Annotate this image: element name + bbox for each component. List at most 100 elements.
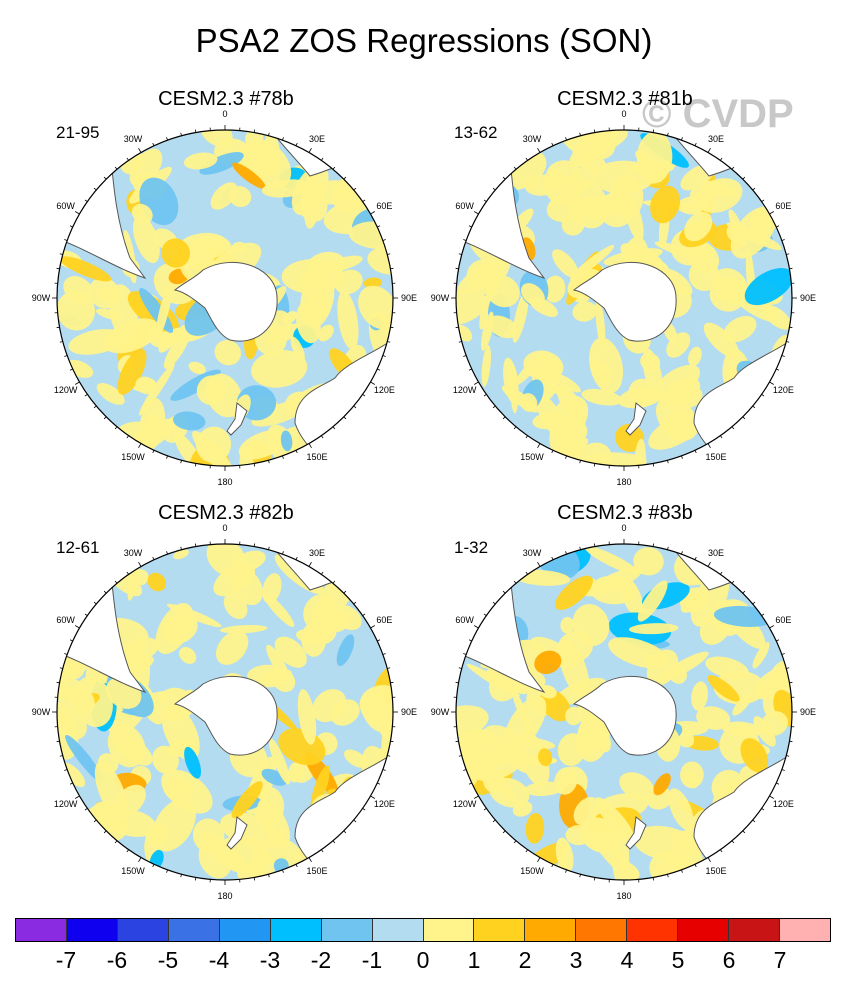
- lon-label: 120W: [53, 385, 78, 395]
- colorbar-label: 6: [722, 947, 736, 973]
- antarctica-land: [572, 261, 677, 342]
- lon-label: 60E: [775, 615, 792, 625]
- colorbar-box-15: [779, 919, 830, 941]
- colorbar-label: -2: [310, 947, 332, 973]
- colorbar-label: 3: [569, 947, 583, 973]
- antarctica-land: [572, 675, 677, 756]
- antarctica-land: [173, 261, 278, 342]
- colorbar-label: 1: [467, 947, 481, 973]
- lon-label: 30E: [707, 133, 725, 144]
- colorbar-box-8: [422, 919, 474, 941]
- colorbar-box-3: [167, 919, 219, 941]
- lon-label: 150W: [520, 452, 544, 463]
- cvdp-watermark: © CVDP: [642, 92, 794, 136]
- panel-title-81b: CESM2.3 #81b: [557, 88, 693, 110]
- lon-label: 180: [217, 477, 233, 487]
- colorbar-box-13: [677, 919, 729, 941]
- colorbar-box-9: [473, 919, 525, 941]
- lon-label: 0: [222, 523, 228, 533]
- lon-label: 180: [616, 891, 632, 901]
- lon-label: 60E: [376, 615, 393, 625]
- lon-label: 90W: [430, 707, 450, 717]
- new-zealand-land: [625, 816, 647, 850]
- lon-label: 30W: [123, 547, 143, 558]
- lon-label: 120E: [772, 799, 794, 809]
- colorbar-box-2: [116, 919, 168, 941]
- lon-label: 150E: [306, 866, 328, 877]
- map-field-2: [57, 544, 393, 880]
- lon-label: 120W: [452, 799, 477, 809]
- lon-label: 30E: [308, 547, 326, 558]
- panel-title-83b: CESM2.3 #83b: [557, 502, 693, 524]
- colorbar-label: -6: [106, 947, 128, 973]
- lon-label: 0: [621, 109, 627, 119]
- lon-label: 30W: [522, 547, 542, 558]
- panel-period-82b: 12-61: [56, 538, 100, 557]
- lon-label: 30W: [522, 133, 542, 144]
- panel-title-82b: CESM2.3 #82b: [158, 502, 294, 524]
- panel-period-83b: 1-32: [454, 538, 489, 557]
- figure-title: PSA2 ZOS Regressions (SON): [195, 22, 653, 59]
- lon-label: 90E: [400, 293, 418, 303]
- lon-label: 150E: [705, 866, 727, 877]
- lon-label: 0: [222, 109, 228, 119]
- lon-label: 150E: [306, 452, 328, 463]
- colorbar-label: 5: [671, 947, 685, 973]
- colorbar-box-5: [269, 919, 321, 941]
- lon-label: 120E: [772, 385, 794, 395]
- lon-label: 90E: [400, 707, 418, 717]
- colorbar-box-11: [575, 919, 627, 941]
- colorbar-label: -4: [208, 947, 230, 973]
- colorbar-label: -3: [259, 947, 281, 973]
- lon-label: 120E: [373, 385, 395, 395]
- map-field-1: [456, 130, 792, 466]
- lon-label: 150W: [520, 866, 544, 877]
- colorbar-label: 7: [773, 947, 787, 973]
- lon-label: 90W: [31, 293, 51, 303]
- antarctica-land: [173, 675, 278, 756]
- colorbar-box-1: [65, 919, 117, 941]
- colorbar-label: 4: [620, 947, 634, 973]
- colorbar-box-4: [218, 919, 270, 941]
- lon-label: 90E: [799, 293, 817, 303]
- colorbar-label: -5: [157, 947, 179, 973]
- lon-label: 30W: [123, 133, 143, 144]
- lon-label: 90W: [430, 293, 450, 303]
- colorbar-label: 0: [416, 947, 430, 973]
- lon-label: 120W: [452, 385, 477, 395]
- colorbar-box-14: [728, 919, 780, 941]
- colorbar-box-10: [524, 919, 576, 941]
- map-field-3: [456, 544, 792, 880]
- lon-label: 150W: [121, 452, 145, 463]
- lon-label: 60E: [775, 201, 792, 211]
- lon-label: 150W: [121, 866, 145, 877]
- lon-label: 150E: [705, 452, 727, 463]
- new-zealand-land: [226, 816, 248, 850]
- lon-label: 0: [621, 523, 627, 533]
- colorbar-label: -7: [55, 947, 77, 973]
- colorbar-box-6: [320, 919, 372, 941]
- panel-period-78b: 21-95: [56, 123, 100, 142]
- colorbar-box-0: [16, 919, 66, 941]
- colorbar-box-7: [371, 919, 423, 941]
- lon-label: 60E: [376, 201, 393, 211]
- colorbar-box-12: [626, 919, 678, 941]
- lon-label: 180: [616, 477, 632, 487]
- lon-label: 30E: [308, 133, 326, 144]
- lon-label: 90E: [799, 707, 817, 717]
- lon-label: 60W: [56, 201, 75, 211]
- colorbar-label: 2: [518, 947, 532, 973]
- panel-period-81b: 13-62: [454, 123, 498, 142]
- lon-label: 60W: [455, 615, 474, 625]
- new-zealand-land: [226, 402, 248, 436]
- lon-label: 90W: [31, 707, 51, 717]
- colorbar: [15, 918, 831, 942]
- lon-label: 120W: [53, 799, 78, 809]
- colorbar-label: -1: [361, 947, 383, 973]
- new-zealand-land: [625, 402, 647, 436]
- lon-label: 60W: [455, 201, 474, 211]
- lon-label: 30E: [707, 547, 725, 558]
- map-field-0: [57, 130, 393, 466]
- lon-label: 120E: [373, 799, 395, 809]
